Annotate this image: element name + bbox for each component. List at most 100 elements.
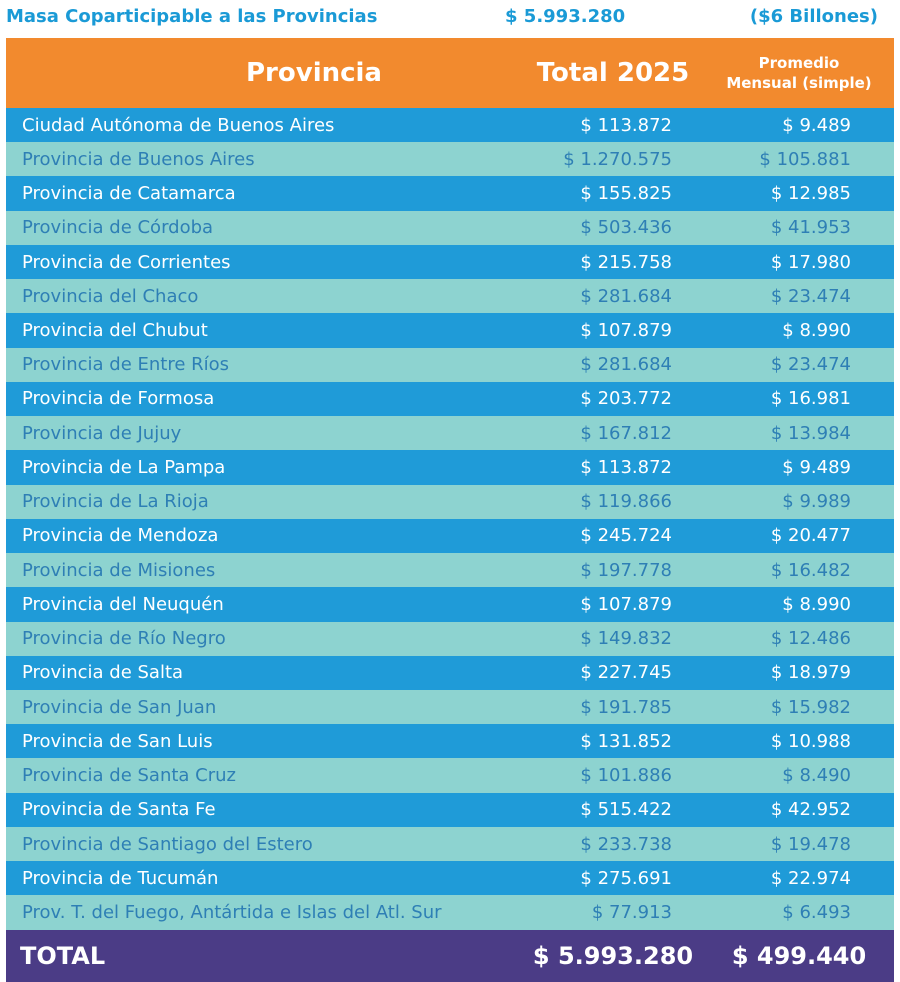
- table-row: Provincia de Santa Fe $ 515.422 $ 42.952: [6, 792, 894, 827]
- header-monthly-line2: Mensual (simple): [726, 74, 872, 92]
- province-total: $ 275.691: [522, 861, 704, 896]
- province-monthly: $ 9.489: [704, 108, 894, 143]
- province-monthly-value: $ 15.982: [770, 696, 851, 718]
- province-total: $ 245.724: [522, 518, 704, 554]
- province-monthly: $ 12.985: [704, 176, 894, 211]
- table-row: Provincia de Buenos Aires $ 1.270.575 $ 10…: [6, 142, 894, 177]
- province-name: Provincia de La Rioja: [6, 484, 522, 519]
- province-total-value: $ 113.872: [580, 456, 672, 478]
- province-monthly: $ 17.980: [704, 244, 894, 280]
- province-monthly: $ 20.477: [704, 518, 894, 554]
- table-row: Provincia de Jujuy $ 167.812 $ 13.984: [6, 416, 894, 451]
- province-monthly-value: $ 22.974: [770, 867, 851, 889]
- province-monthly: $ 8.990: [704, 313, 894, 348]
- province-monthly-value: $ 17.980: [770, 251, 851, 273]
- table-row: Provincia de Misiones $ 197.778 $ 16.482: [6, 553, 894, 588]
- province-total-value: $ 245.724: [580, 525, 672, 547]
- province-monthly-value: $ 20.477: [770, 525, 851, 547]
- province-monthly: $ 15.982: [704, 689, 894, 725]
- summary-total: $ 5.993.280: [505, 6, 626, 27]
- province-total-value: $ 107.879: [580, 320, 672, 342]
- province-total-value: $ 77.913: [591, 902, 672, 923]
- province-monthly: $ 41.953: [704, 210, 894, 245]
- province-total: $ 155.825: [522, 176, 704, 211]
- province-total-value: $ 107.879: [580, 593, 672, 615]
- province-monthly-value: $ 13.984: [770, 422, 851, 444]
- province-monthly: $ 18.979: [704, 655, 894, 690]
- province-name: Provincia de Río Negro: [6, 621, 522, 656]
- provinces-table: Provincia Total 2025 Promedio Mensual (s…: [6, 38, 894, 982]
- province-total-value: $ 167.812: [580, 422, 672, 444]
- province-name: Provincia de Santa Fe: [6, 792, 522, 827]
- province-total-value: $ 227.745: [580, 662, 672, 684]
- province-monthly: $ 13.984: [704, 416, 894, 451]
- province-name: Provincia de Mendoza: [6, 518, 522, 554]
- table-row: Provincia de Córdoba $ 503.436 $ 41.953: [6, 210, 894, 245]
- province-name: Provincia de Entre Ríos: [6, 347, 522, 382]
- province-total-value: $ 1.270.575: [563, 148, 672, 170]
- province-monthly: $ 23.474: [704, 279, 894, 314]
- table-row: Ciudad Autónoma de Buenos Aires $ 113.872…: [6, 108, 894, 143]
- table-footer: TOTAL $ 5.993.280 $ 499.440: [6, 929, 894, 982]
- province-monthly: $ 9.989: [704, 484, 894, 519]
- province-total-value: $ 197.778: [580, 559, 672, 581]
- province-total-value: $ 119.866: [580, 491, 672, 513]
- table-row: Provincia de Salta $ 227.745 $ 18.979: [6, 655, 894, 690]
- province-monthly: $ 8.990: [704, 587, 894, 622]
- province-total: $ 167.812: [522, 416, 704, 451]
- province-name: Provincia de San Juan: [6, 689, 522, 725]
- province-monthly-value: $ 12.985: [770, 183, 851, 205]
- province-monthly: $ 12.486: [704, 621, 894, 656]
- province-total: $ 119.866: [522, 484, 704, 519]
- province-monthly-value: $ 105.881: [759, 148, 851, 170]
- table-row: Prov. T. del Fuego, Antártida e Islas de…: [6, 895, 894, 930]
- province-total-value: $ 275.691: [580, 867, 672, 889]
- province-monthly-value: $ 6.493: [782, 902, 851, 923]
- province-name: Prov. T. del Fuego, Antártida e Islas de…: [6, 895, 522, 930]
- province-monthly-value: $ 41.953: [770, 217, 851, 239]
- province-name: Provincia de San Luis: [6, 724, 522, 759]
- table-row: Provincia del Chaco $ 281.684 $ 23.474: [6, 279, 894, 314]
- province-name: Provincia de Jujuy: [6, 416, 522, 451]
- province-total: $ 113.872: [522, 108, 704, 143]
- province-total: $ 1.270.575: [522, 142, 704, 177]
- province-name: Provincia del Neuquén: [6, 587, 522, 622]
- header-monthly-line1: Promedio: [758, 54, 840, 72]
- province-monthly-value: $ 9.989: [782, 491, 851, 513]
- province-total-value: $ 113.872: [580, 114, 672, 136]
- province-monthly: $ 22.974: [704, 861, 894, 896]
- province-total: $ 233.738: [522, 826, 704, 862]
- province-total-value: $ 191.785: [580, 696, 672, 718]
- province-total-value: $ 215.758: [580, 251, 672, 273]
- province-monthly-value: $ 12.486: [770, 628, 851, 650]
- footer-label: TOTAL: [6, 929, 522, 982]
- table-row: Provincia de Santa Cruz $ 101.886 $ 8.490: [6, 758, 894, 793]
- province-monthly: $ 8.490: [704, 758, 894, 793]
- province-total-value: $ 233.738: [580, 833, 672, 855]
- province-total: $ 107.879: [522, 587, 704, 622]
- province-total: $ 191.785: [522, 689, 704, 725]
- province-total: $ 131.852: [522, 724, 704, 759]
- table-row: Provincia de San Luis $ 131.852 $ 10.988: [6, 724, 894, 759]
- province-total: $ 101.886: [522, 758, 704, 793]
- table-row: Provincia de Formosa $ 203.772 $ 16.981: [6, 381, 894, 417]
- summary-billions: ($6 Billones): [749, 6, 878, 27]
- province-total-value: $ 281.684: [580, 354, 672, 376]
- province-total-value: $ 155.825: [580, 183, 672, 205]
- province-name: Provincia de Córdoba: [6, 210, 522, 245]
- province-total: $ 149.832: [522, 621, 704, 656]
- province-monthly-value: $ 16.981: [770, 388, 851, 410]
- table-header: Provincia Total 2025 Promedio Mensual (s…: [6, 38, 894, 108]
- province-name: Provincia de Formosa: [6, 381, 522, 417]
- province-name: Provincia de Salta: [6, 655, 522, 690]
- province-total-value: $ 281.684: [580, 285, 672, 307]
- province-monthly-value: $ 10.988: [770, 730, 851, 752]
- province-total: $ 215.758: [522, 244, 704, 280]
- province-monthly: $ 9.489: [704, 450, 894, 485]
- province-total: $ 197.778: [522, 553, 704, 588]
- table-row: Provincia de La Pampa $ 113.872 $ 9.489: [6, 450, 894, 485]
- table-row: Provincia de Corrientes $ 215.758 $ 17.980: [6, 244, 894, 280]
- province-monthly-value: $ 8.990: [782, 320, 851, 342]
- province-monthly-value: $ 8.490: [782, 765, 851, 787]
- summary-label: Masa Coparticipable a las Provincias: [6, 6, 378, 27]
